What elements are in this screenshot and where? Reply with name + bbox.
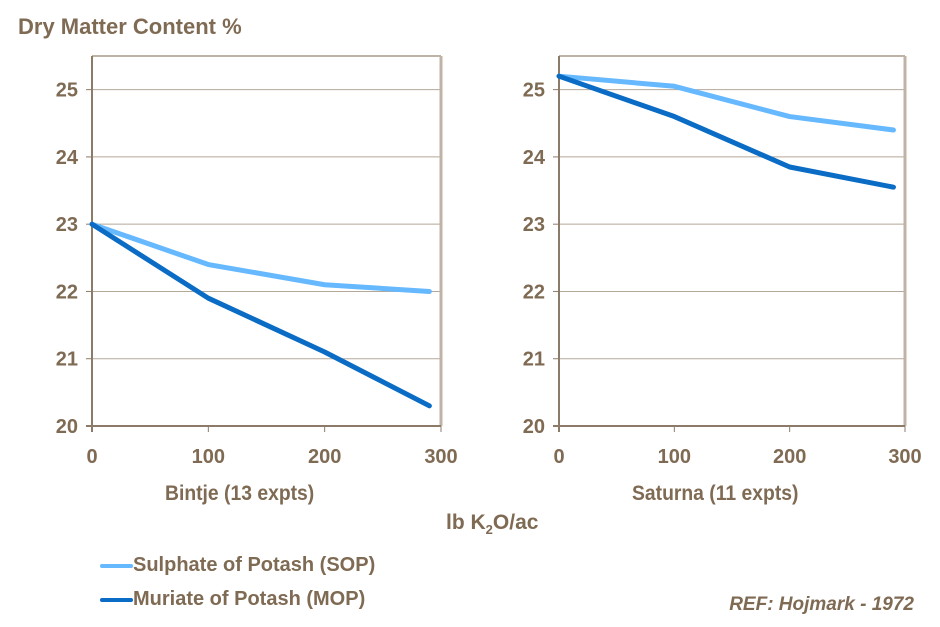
legend-swatch-mop: [100, 597, 133, 602]
x-unit-subscript: 2: [485, 522, 493, 538]
y-tick-label: 22: [56, 281, 78, 303]
legend-label-mop: Muriate of Potash (MOP): [133, 588, 366, 610]
x-tick-label: 300: [424, 446, 457, 468]
x-tick-label: 0: [86, 446, 97, 468]
series-line-sop: [89, 221, 432, 294]
y-tick-label: 22: [523, 281, 545, 303]
y-tick-label: 21: [56, 349, 78, 371]
legend-swatch-sop: [100, 563, 133, 568]
series-line-mop: [556, 73, 896, 190]
series-line-mop: [89, 221, 432, 409]
legend-item-sop: Sulphate of Potash (SOP): [100, 554, 375, 577]
reference-note: REF: Hojmark - 1972: [729, 594, 914, 615]
y-tick-label: 24: [523, 147, 546, 169]
y-tick-label: 23: [56, 214, 78, 236]
legend-label-sop: Sulphate of Potash (SOP): [133, 554, 376, 576]
x-tick-label: 300: [888, 446, 921, 468]
y-tick-label: 20: [523, 416, 545, 438]
y-tick-label: 25: [56, 80, 78, 102]
y-tick-label: 20: [56, 416, 78, 438]
y-tick-label: 21: [523, 349, 545, 371]
x-tick-label: 100: [658, 446, 691, 468]
x-unit-prefix: lb K: [446, 511, 486, 534]
legend-item-mop: Muriate of Potash (MOP): [100, 588, 365, 611]
panel-label-saturna: Saturna (11 expts): [632, 482, 799, 505]
series-line-sop: [556, 73, 896, 133]
x-unit-suffix: O/ac: [492, 511, 539, 534]
y-tick-label: 25: [523, 80, 545, 102]
x-tick-label: 0: [553, 446, 564, 468]
y-tick-label: 23: [523, 214, 545, 236]
x-tick-label: 100: [192, 446, 225, 468]
x-tick-label: 200: [308, 446, 341, 468]
x-axis-unit-label: lb K2O/ac: [446, 511, 538, 537]
panel-label-bintje: Bintje (13 expts): [165, 482, 315, 505]
x-tick-label: 200: [773, 446, 806, 468]
y-tick-label: 24: [56, 147, 79, 169]
chart-title: Dry Matter Content %: [18, 14, 242, 39]
